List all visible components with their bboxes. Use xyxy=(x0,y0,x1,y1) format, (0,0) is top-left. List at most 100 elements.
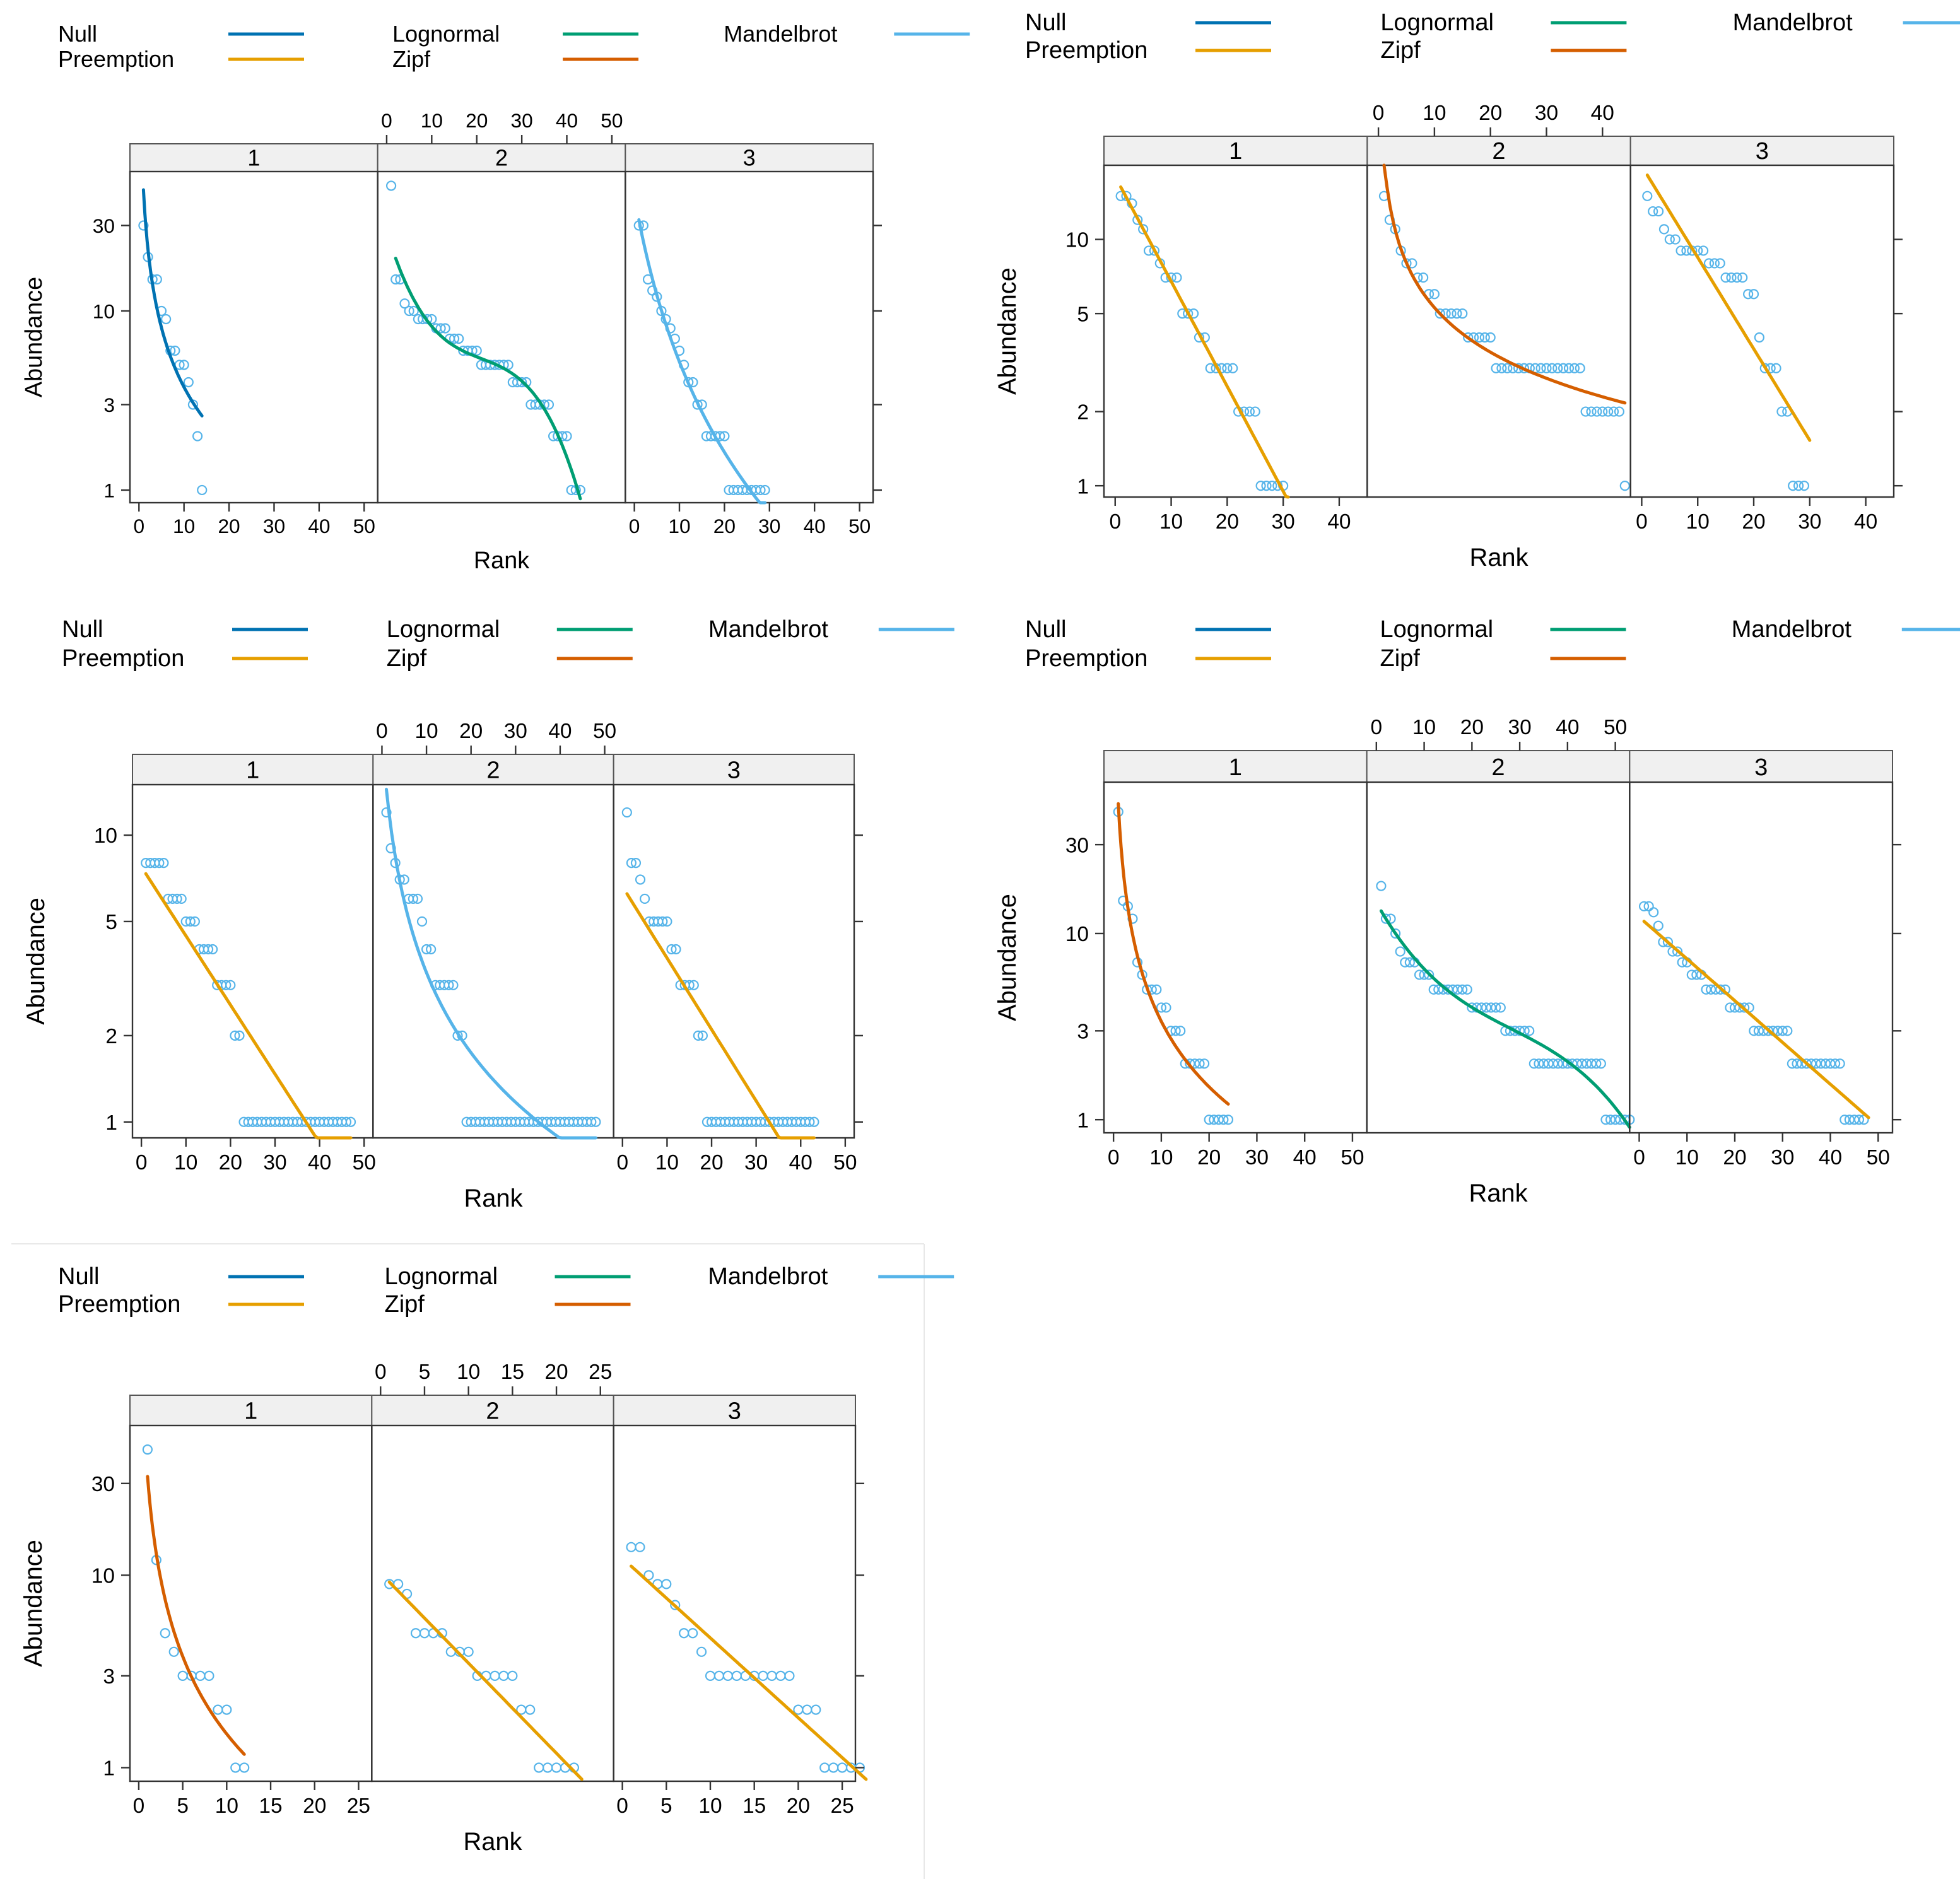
legend-label-zipf: Zipf xyxy=(387,645,427,672)
data-point xyxy=(561,431,572,442)
x-tick-label: 30 xyxy=(263,515,285,537)
data-point xyxy=(1496,363,1507,373)
data-point xyxy=(422,313,433,325)
x-tick-label: 30 xyxy=(744,1151,768,1174)
x-tick-label: 15 xyxy=(501,1361,524,1384)
x-tick-label: 40 xyxy=(308,1151,331,1174)
panel-frame xyxy=(613,783,855,1139)
data-point xyxy=(1485,332,1496,343)
data-point xyxy=(161,313,172,325)
x-tick-label: 40 xyxy=(1819,1146,1842,1169)
x-tick-label: 50 xyxy=(593,720,616,743)
panel-frame xyxy=(1103,164,1368,498)
data-point xyxy=(766,1670,777,1682)
data-point xyxy=(197,484,208,496)
data-point xyxy=(1759,363,1770,373)
data-point xyxy=(1250,406,1260,417)
panel-frame xyxy=(372,783,614,1139)
data-point xyxy=(1183,308,1194,319)
legend-label-zipf: Zipf xyxy=(392,46,431,72)
y-tick-label: 10 xyxy=(1065,923,1089,946)
legend-label-lognormal: Lognormal xyxy=(1380,9,1494,36)
x-tick-label: 10 xyxy=(1412,716,1436,739)
data-point xyxy=(1706,984,1716,995)
data-point xyxy=(722,1670,733,1682)
data-point xyxy=(543,399,555,410)
data-point xyxy=(1681,245,1692,256)
data-point xyxy=(225,980,236,990)
data-point xyxy=(811,1704,821,1715)
strip-label: 3 xyxy=(1754,754,1768,781)
data-point xyxy=(410,1628,421,1639)
x-tick-label: 40 xyxy=(1293,1146,1317,1169)
panel-frame xyxy=(377,170,626,504)
panel-frame xyxy=(129,170,379,504)
y-tick-label: 1 xyxy=(103,1757,115,1781)
x-tick-label: 0 xyxy=(629,515,640,537)
data-point xyxy=(185,916,196,927)
legend-label-preemption: Preemption xyxy=(58,46,174,72)
fit-line-mandelbrot xyxy=(385,787,597,1140)
x-axis-title: Rank xyxy=(1469,1179,1527,1207)
x-tick-label: 50 xyxy=(848,515,871,537)
x-tick-label: 0 xyxy=(381,109,392,132)
y-axis-title: Abundance xyxy=(994,267,1021,395)
x-tick-label: 0 xyxy=(1108,1146,1120,1169)
data-point xyxy=(1463,332,1474,343)
strip-label: 1 xyxy=(247,144,260,170)
data-point xyxy=(1424,969,1435,980)
panel-frame xyxy=(625,170,874,504)
data-point xyxy=(230,1030,240,1041)
data-point xyxy=(1788,481,1799,491)
x-tick-label: 20 xyxy=(1460,716,1484,739)
y-axis-title: Abundance xyxy=(20,1540,47,1667)
y-tick-label: 3 xyxy=(103,1665,115,1689)
data-point xyxy=(1849,1115,1860,1125)
x-tick-label: 5 xyxy=(660,1794,672,1818)
data-point xyxy=(1452,308,1462,319)
fit-line-zipf xyxy=(146,1475,246,1756)
data-point xyxy=(1591,1058,1602,1069)
data-point xyxy=(1479,332,1490,343)
data-point xyxy=(661,1579,672,1589)
data-point xyxy=(1400,957,1411,968)
data-point xyxy=(1261,481,1272,491)
data-point xyxy=(1658,224,1670,235)
data-point xyxy=(1581,1058,1592,1069)
data-point xyxy=(1829,1058,1841,1069)
x-tick-label: 0 xyxy=(133,1794,145,1818)
data-point xyxy=(408,893,418,904)
x-tick-label: 25 xyxy=(589,1361,612,1384)
data-point xyxy=(221,980,232,990)
data-point xyxy=(1782,1026,1793,1036)
y-tick-label: 30 xyxy=(1065,834,1089,857)
strip xyxy=(377,143,626,172)
data-point xyxy=(1810,1058,1821,1069)
fit-line-zipf xyxy=(1117,802,1230,1106)
data-point xyxy=(657,916,668,927)
data-point xyxy=(1754,332,1764,343)
data-point xyxy=(1840,1115,1850,1125)
y-tick-label: 10 xyxy=(91,1565,115,1588)
data-point xyxy=(195,1670,206,1682)
data-point xyxy=(390,274,401,285)
data-point xyxy=(234,1030,245,1041)
y-tick-label: 3 xyxy=(103,394,115,416)
legend-label-mandelbrot: Mandelbrot xyxy=(1733,9,1853,36)
data-point xyxy=(1502,363,1513,373)
data-point xyxy=(621,807,632,818)
data-point xyxy=(1580,406,1591,417)
data-point xyxy=(1703,258,1715,269)
legend-label-preemption: Preemption xyxy=(62,645,184,672)
data-point xyxy=(419,1628,430,1639)
x-tick-label: 20 xyxy=(219,1151,242,1174)
strip-label: 3 xyxy=(743,144,756,170)
x-axis-title: Rank xyxy=(463,1828,522,1856)
x-tick-label: 10 xyxy=(1149,1146,1173,1169)
data-point xyxy=(1638,901,1650,911)
panel-3: 30 10 20 30 40 xyxy=(1629,136,1895,534)
